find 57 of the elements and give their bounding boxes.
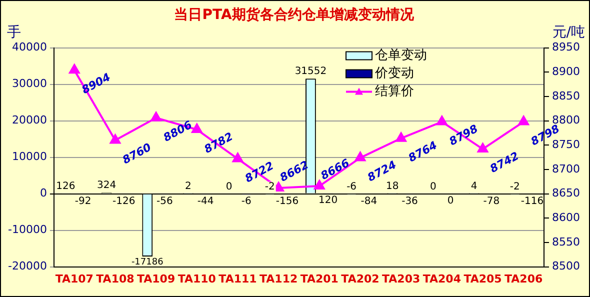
data-label: -44: [197, 196, 214, 207]
legend-label: 结算价: [375, 84, 414, 100]
legend-label: 价变动: [374, 66, 414, 82]
data-label: 126: [56, 180, 76, 192]
data-label: 18: [386, 180, 399, 192]
data-label: 31552: [294, 66, 327, 78]
x-tick-label: TA107: [55, 272, 94, 286]
y-tick-label: 30000: [12, 77, 47, 90]
data-label: 0: [226, 181, 232, 192]
x-tick-label: TA108: [96, 272, 134, 286]
x-tick-label: TA204: [422, 272, 462, 286]
y2-tick-label: 8650: [552, 186, 580, 200]
data-label: -2: [510, 181, 520, 192]
data-label: -56: [156, 196, 173, 207]
y2-tick-label: 8700: [552, 162, 580, 176]
y-tick-label: -10000: [8, 223, 47, 236]
x-tick-label: TA206: [504, 272, 543, 286]
y-axis-title: 手: [7, 24, 21, 40]
data-label: -92: [74, 196, 92, 207]
data-label: -6: [346, 181, 357, 192]
data-label: 120: [318, 194, 338, 206]
x-tick-label: TA203: [382, 272, 420, 286]
data-label: -6: [241, 196, 252, 207]
x-tick-label: TA109: [136, 272, 176, 286]
x-tick-label: TA111: [218, 272, 257, 286]
data-label: 2: [185, 180, 192, 192]
data-label: -116: [520, 196, 544, 207]
data-label: -78: [483, 196, 500, 207]
y2-tick-label: 8550: [552, 235, 580, 248]
x-tick-label: TA201: [300, 272, 338, 286]
y-tick-label: -20000: [8, 260, 47, 273]
data-label: -156: [276, 196, 299, 207]
y-tick-label: 0: [40, 186, 47, 200]
data-label: 4: [470, 180, 478, 192]
x-tick-label: TA110: [178, 272, 216, 286]
x-tick-label: TA202: [341, 272, 380, 286]
x-tick-label: TA112: [260, 272, 298, 286]
y2-tick-label: 8850: [552, 89, 580, 102]
y2-axis-title: 元/吨: [552, 24, 585, 40]
data-label: 0: [447, 195, 454, 206]
y2-tick-label: 8500: [552, 260, 580, 273]
data-label: -126: [112, 196, 136, 207]
y2-tick-label: 8600: [552, 210, 580, 224]
x-tick-label: TA205: [464, 272, 502, 286]
data-label: -36: [402, 196, 418, 207]
data-label: -17186: [131, 257, 164, 268]
data-label: 324: [96, 180, 116, 192]
y2-tick-label: 8900: [552, 64, 580, 78]
data-label: 0: [430, 181, 436, 192]
data-label: -84: [360, 196, 378, 207]
y-tick-label: 20000: [12, 114, 47, 127]
y-tick-label: 40000: [12, 40, 47, 54]
legend-label: 仓单变动: [375, 48, 428, 64]
chart-title: 当日PTA期货各合约仓单增减变动情况: [174, 6, 415, 24]
y2-tick-label: 8950: [552, 40, 580, 54]
data-label: -2: [264, 181, 275, 192]
y-tick-label: 10000: [12, 150, 47, 164]
